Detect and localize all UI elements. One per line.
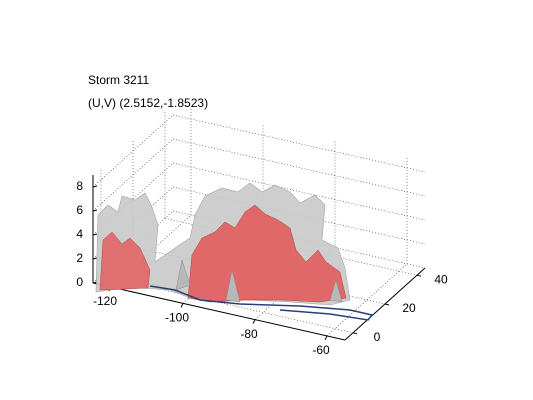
chart-title: Storm 3211 <box>88 73 149 87</box>
z-tick-label: 2 <box>76 251 83 265</box>
x-tick-label: -120 <box>93 294 117 308</box>
z-tick <box>92 185 98 188</box>
x-tick <box>324 335 328 341</box>
isosurface <box>95 182 374 321</box>
outer-surface <box>175 259 343 303</box>
z-tick <box>92 257 98 260</box>
grid-line <box>100 275 354 334</box>
y-tick <box>384 303 390 306</box>
y-tick <box>416 274 422 277</box>
z-tick <box>92 209 98 212</box>
z-tick-label: 0 <box>76 275 83 289</box>
z-tick-label: 8 <box>76 179 83 193</box>
z-tick-label: 6 <box>76 203 83 217</box>
z-tick <box>92 233 98 236</box>
inner-surface <box>187 204 347 303</box>
chart-subtitle: (U,V) (2.5152,-1.8523) <box>88 96 208 110</box>
x-tick <box>180 303 184 308</box>
y-tick <box>352 332 358 335</box>
base-contour <box>149 285 374 321</box>
y-tick-label: 0 <box>374 330 381 344</box>
x-tick-label: -60 <box>312 343 330 357</box>
z-tick-label: 4 <box>76 227 83 241</box>
y-tick-label: 40 <box>434 272 448 286</box>
y-tick-label: 20 <box>402 301 416 315</box>
inner-surface <box>99 231 151 291</box>
grid-line <box>172 138 426 197</box>
x-axis <box>92 282 346 341</box>
x-tick-label: -80 <box>240 327 258 341</box>
x-tick-label: -100 <box>165 311 189 325</box>
x-tick <box>252 319 256 324</box>
grid-line <box>172 114 426 173</box>
grid-line <box>172 162 426 221</box>
